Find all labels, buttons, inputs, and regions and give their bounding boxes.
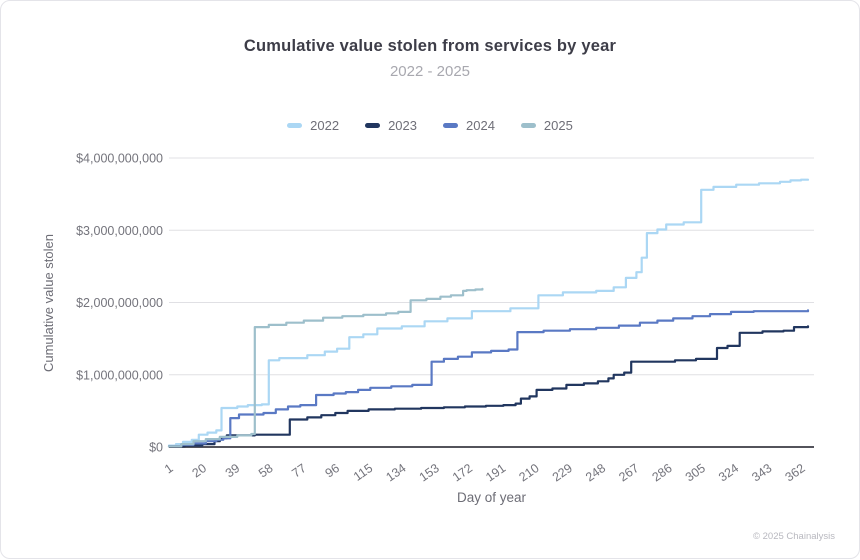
x-tick-label: 1 — [162, 461, 176, 476]
x-tick-label: 362 — [783, 461, 808, 484]
x-tick-label: 248 — [583, 461, 608, 484]
x-tick-label: 77 — [289, 461, 308, 480]
x-tick-label: 39 — [223, 461, 242, 480]
copyright-note: © 2025 Chainalysis — [753, 531, 835, 542]
y-tick-label: $4,000,000,000 — [76, 152, 163, 166]
x-tick-label: 58 — [256, 461, 275, 480]
x-tick-label: 286 — [650, 461, 675, 484]
y-tick-label: $2,000,000,000 — [76, 296, 163, 310]
y-tick-label: $1,000,000,000 — [76, 368, 163, 382]
x-tick-label: 210 — [516, 461, 541, 484]
x-tick-label: 343 — [749, 461, 774, 484]
series-line-2023 — [169, 326, 808, 446]
x-axis-title: Day of year — [457, 490, 527, 505]
x-tick-label: 305 — [683, 461, 708, 484]
x-tick-label: 172 — [450, 461, 475, 484]
x-tick-label: 191 — [483, 461, 508, 484]
y-axis-title: Cumulative value stolen — [41, 234, 56, 372]
x-tick-label: 324 — [716, 461, 741, 484]
y-tick-label: $3,000,000,000 — [76, 224, 163, 238]
x-tick-label: 229 — [550, 461, 575, 484]
x-tick-label: 153 — [417, 461, 442, 484]
x-tick-label: 134 — [383, 461, 408, 484]
x-tick-label: 115 — [351, 461, 375, 484]
series-line-2025 — [169, 289, 482, 447]
x-tick-label: 96 — [323, 461, 342, 480]
x-tick-label: 20 — [190, 461, 209, 480]
series-line-2024 — [169, 310, 808, 446]
y-tick-label: $0 — [149, 441, 163, 455]
x-tick-label: 267 — [616, 461, 641, 484]
